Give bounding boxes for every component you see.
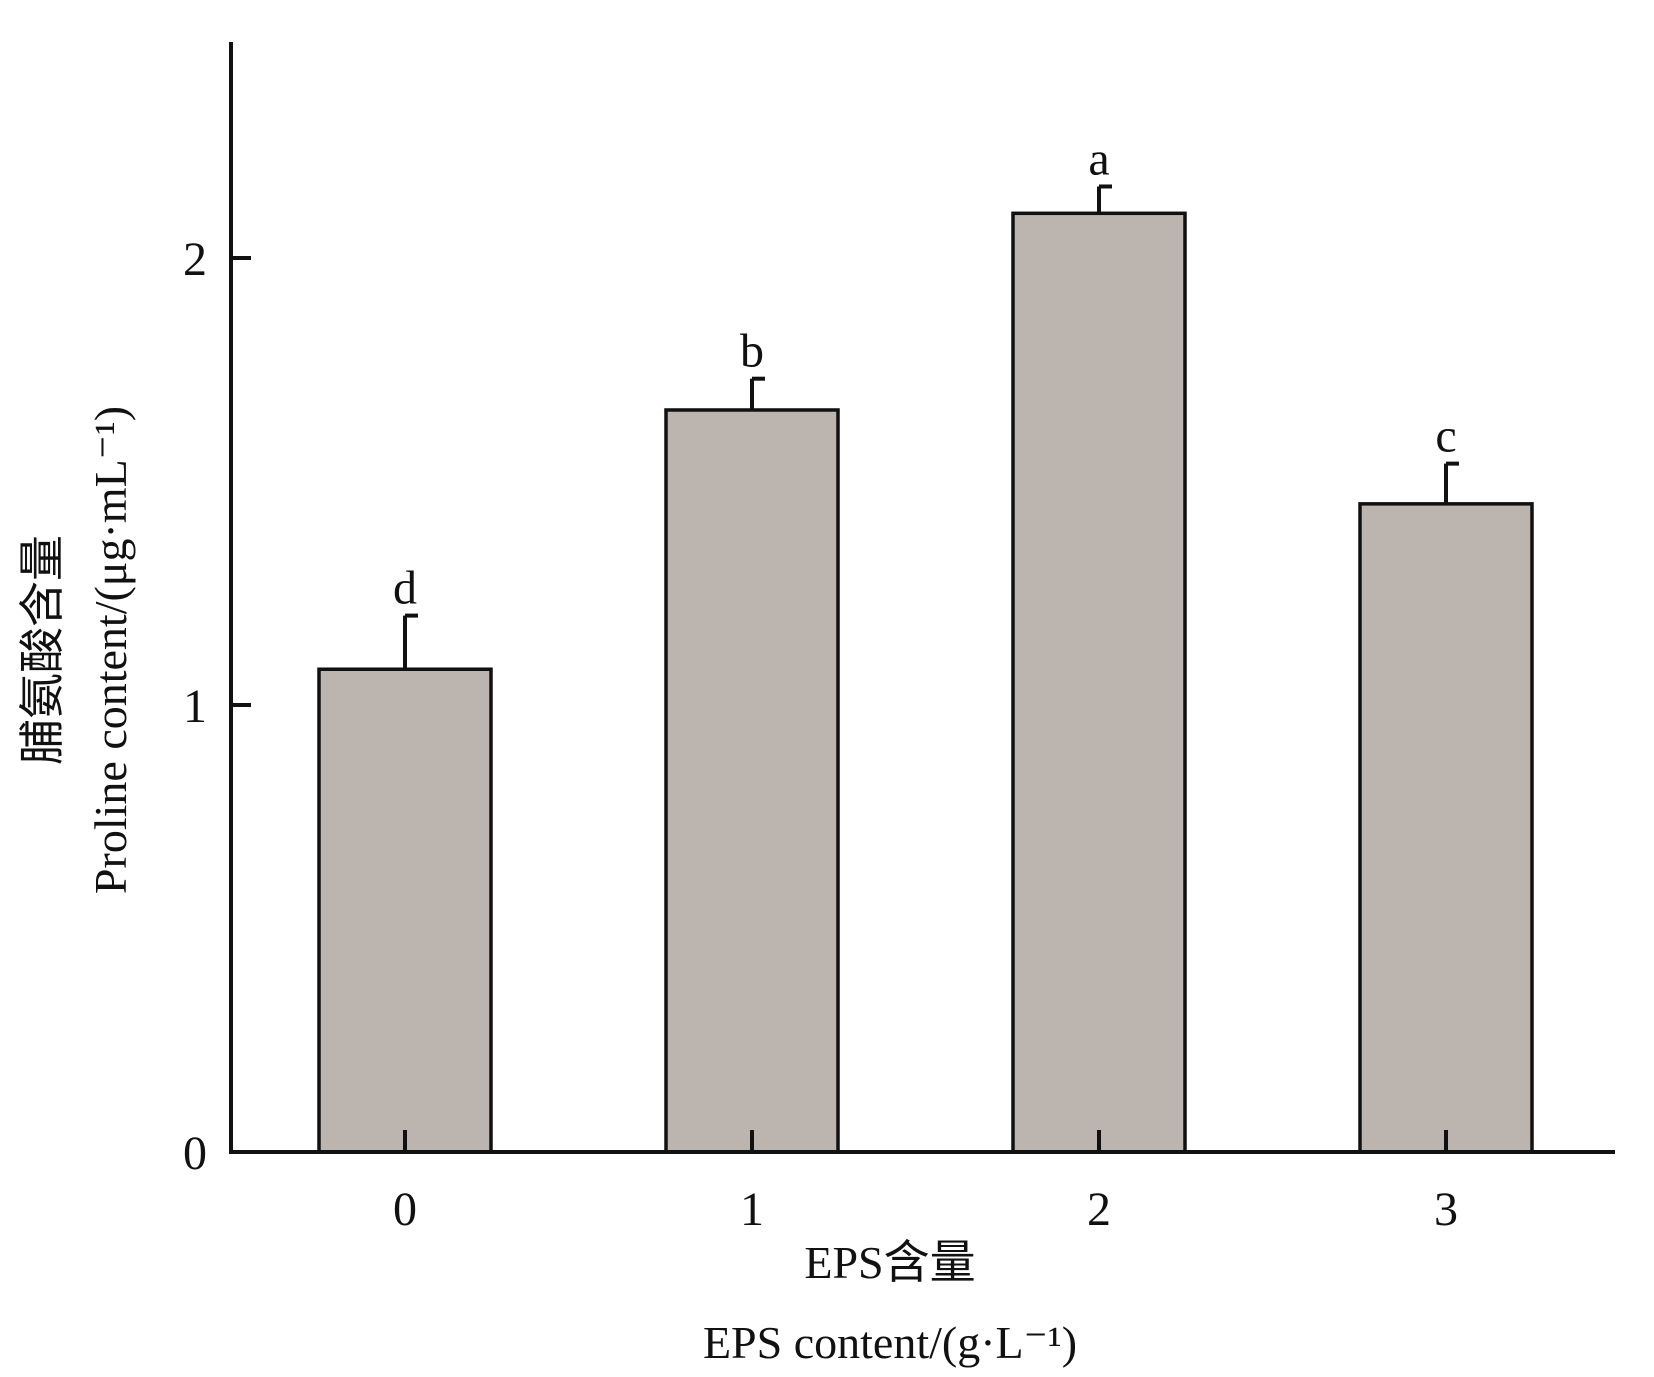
x-tick-label-0: 0: [393, 1183, 417, 1236]
y-ticks-group: 0 1 2: [183, 233, 251, 1180]
y-axis-label-en: Proline content/(μg·mL⁻¹): [85, 406, 136, 894]
x-axis-label-zh: EPS含量: [804, 1237, 975, 1288]
bar-3: [1358, 502, 1534, 1154]
x-ticks-group: 0 1 2 3: [393, 1130, 1458, 1236]
y-tick-label-0: 0: [183, 1127, 207, 1180]
bar-1: [664, 408, 840, 1154]
y-axis-label-zh: 脯氨酸含量: [17, 535, 68, 765]
x-tick-label-3: 3: [1434, 1183, 1458, 1236]
bar-0: [317, 667, 493, 1154]
axes-group: [229, 42, 1615, 1154]
significance-letters-group: d b a c: [393, 132, 1457, 614]
y-tick-label-2: 2: [183, 233, 207, 286]
bars-group: [317, 211, 1534, 1154]
significance-letter-1: b: [740, 325, 764, 378]
x-tick-label-2: 2: [1087, 1183, 1111, 1236]
significance-letter-2: a: [1088, 132, 1109, 185]
x-tick-label-1: 1: [740, 1183, 764, 1236]
error-bars-group: [403, 184, 1459, 670]
x-axis-label-en: EPS content/(g·L⁻¹): [703, 1317, 1077, 1368]
y-tick-label-1: 1: [183, 680, 207, 733]
significance-letter-3: c: [1435, 410, 1456, 463]
significance-letter-0: d: [393, 562, 417, 615]
bar-2: [1011, 211, 1187, 1154]
